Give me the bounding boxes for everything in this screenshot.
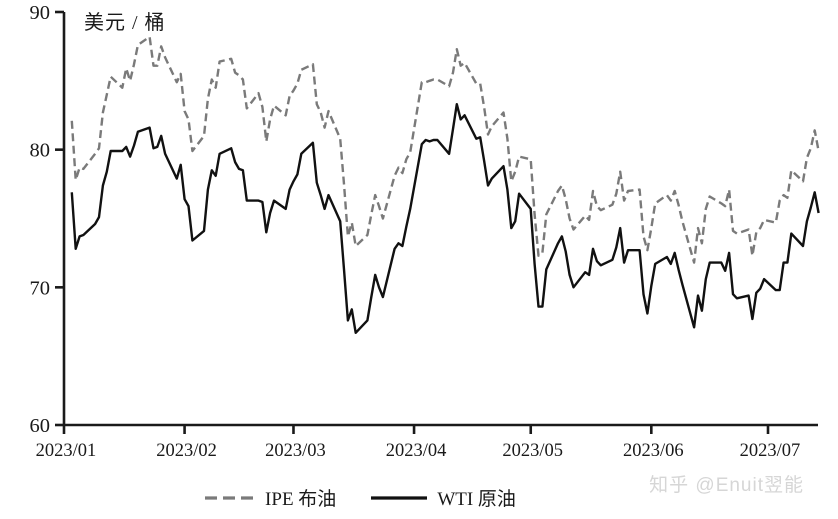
y-tick-label: 90	[30, 2, 51, 24]
x-tick-label: 2023/07	[740, 441, 801, 461]
y-tick-label: 60	[30, 415, 51, 437]
legend-item-ipe-brent: IPE 布油	[204, 484, 336, 511]
y-tick-label: 70	[30, 277, 51, 299]
y-axis-unit-label: 美元 / 桶	[84, 12, 166, 34]
chart-legend: IPE 布油 WTI 原油	[0, 484, 720, 511]
x-tick-label: 2023/02	[156, 441, 217, 461]
y-tick-label: 80	[30, 140, 51, 162]
oil-price-line-chart: 60 70 80 90 2023/01 2023/02 2023/03 2023/04 2023…	[30, 2, 820, 461]
x-tick-label: 2023/01	[36, 441, 97, 461]
x-tick-label: 2023/03	[265, 441, 326, 461]
legend-item-wti-crude: WTI 原油	[370, 484, 516, 511]
series-line-wti-crude	[70, 102, 820, 334]
zhihu-watermark: 知乎 @Enuit翌能	[649, 475, 804, 496]
solid-line-swatch-icon	[371, 495, 428, 500]
x-tick-label: 2023/05	[502, 441, 563, 461]
x-tick-label: 2023/04	[386, 441, 447, 461]
series-line-ipe-brent	[70, 35, 820, 264]
x-tick-label: 2023/06	[623, 441, 684, 461]
legend-label-ipe-brent: IPE 布油	[265, 489, 337, 510]
legend-label-wti-crude: WTI 原油	[437, 489, 516, 510]
dashed-line-swatch-icon	[205, 495, 256, 500]
